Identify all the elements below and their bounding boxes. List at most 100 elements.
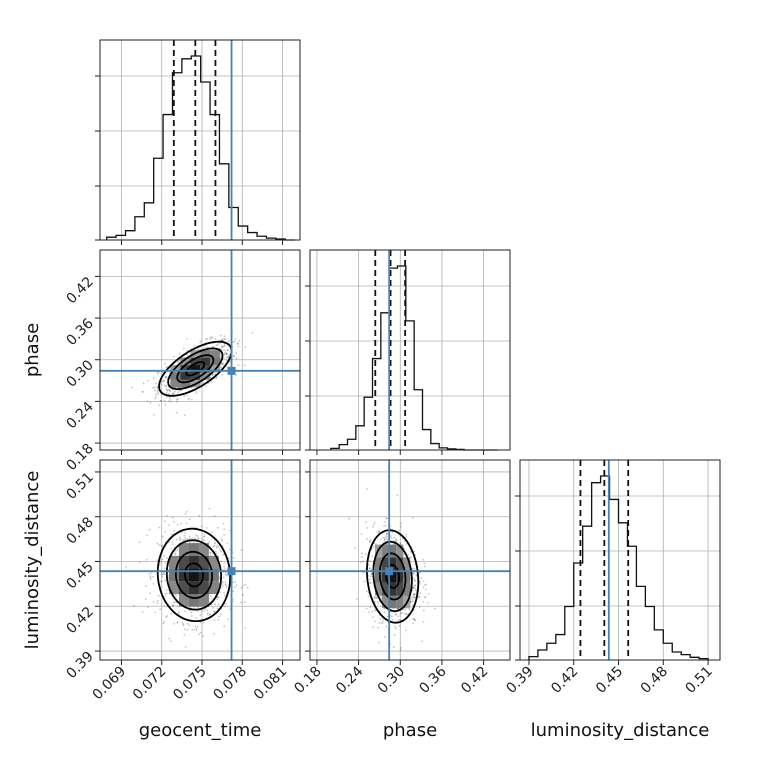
sample-point (418, 581, 421, 583)
sample-point (210, 531, 213, 534)
sample-point (186, 394, 188, 397)
sample-point (218, 342, 221, 345)
hist-bar (373, 359, 381, 450)
sample-point (157, 373, 159, 375)
sample-point (236, 342, 239, 345)
sample-point (422, 558, 425, 561)
sample-point (191, 628, 194, 631)
hist-bar (154, 158, 163, 240)
density-cell (198, 543, 209, 556)
sample-point (411, 567, 414, 570)
contour-line (378, 552, 407, 601)
sample-point (385, 532, 388, 535)
sample-point (213, 515, 216, 518)
sample-point (381, 621, 384, 623)
sample-point (224, 338, 226, 341)
sample-point (395, 540, 398, 543)
sample-point (242, 584, 245, 587)
sample-point (360, 561, 362, 564)
sample-point (164, 562, 167, 565)
density-cell (169, 568, 180, 582)
hist-bar (565, 606, 574, 660)
density-cell (179, 568, 189, 582)
sample-point (218, 615, 220, 618)
sample-point (404, 629, 407, 632)
sample-point (223, 625, 226, 628)
sample-point (197, 538, 199, 541)
density-cell (200, 350, 211, 358)
sample-point (412, 572, 415, 575)
sample-point (173, 529, 176, 532)
sample-point (224, 583, 227, 586)
hist-bar (364, 397, 372, 450)
sample-point (153, 413, 156, 416)
sample-point (366, 537, 368, 540)
density-cell (374, 557, 383, 571)
density-cell (179, 581, 189, 595)
sample-point (422, 609, 425, 612)
density-cell (188, 555, 199, 569)
sample-point (374, 597, 376, 600)
sample-point (165, 366, 168, 369)
sample-point (195, 617, 198, 620)
density-cell (180, 357, 191, 366)
sample-point (426, 601, 429, 604)
sample-point (224, 581, 227, 584)
scatter-panel-geocent_time-vs-luminosity_distance: 0.069 0.072 0.075 0.078 0.081 0.39 0.42 0.45 0.4… (63, 459, 301, 703)
sample-point (166, 389, 169, 392)
density-cell (389, 557, 397, 571)
sample-point (386, 615, 389, 618)
sample-point (216, 596, 219, 599)
sample-point (223, 353, 226, 356)
hist-bar (556, 635, 565, 660)
sample-point (159, 399, 162, 402)
sample-point (390, 537, 393, 539)
sample-point (180, 531, 183, 534)
truth-marker (227, 567, 236, 576)
sample-point (163, 573, 166, 575)
sample-point (197, 537, 200, 540)
hist-bar (356, 426, 364, 450)
sample-point (153, 389, 156, 392)
sample-point (384, 536, 387, 539)
hist-bar (663, 643, 672, 660)
sample-point (162, 571, 165, 574)
sample-point (425, 583, 428, 586)
sample-point (393, 625, 396, 628)
sample-point (379, 618, 382, 620)
sample-point (237, 364, 240, 366)
sample-point (188, 518, 191, 521)
sample-point (237, 343, 240, 345)
sample-point (179, 536, 182, 539)
sample-point (411, 595, 414, 598)
sample-point (397, 608, 399, 610)
sample-point (373, 595, 376, 598)
sample-point (158, 563, 161, 566)
sample-point (173, 355, 175, 358)
sample-point (394, 627, 397, 630)
sample-point (226, 574, 229, 577)
sample-point (160, 544, 163, 547)
density-cell (403, 570, 411, 583)
sample-point (368, 582, 371, 584)
sample-point (234, 581, 236, 583)
sample-point (141, 390, 144, 393)
sample-point (145, 584, 148, 587)
sample-point (213, 633, 215, 635)
sample-point (222, 576, 225, 579)
sample-point (166, 389, 168, 392)
sample-point (244, 627, 247, 630)
sample-point (224, 572, 227, 575)
sample-point (369, 575, 372, 578)
density-cell (180, 372, 191, 380)
sample-point (178, 612, 180, 615)
sample-point (210, 381, 213, 384)
sample-point (383, 635, 386, 638)
sample-point (369, 541, 371, 543)
contour-line (156, 527, 232, 622)
sample-point (220, 345, 223, 348)
sample-point (376, 531, 379, 533)
sample-point (150, 571, 153, 574)
sample-point (225, 353, 228, 356)
contour-line (184, 562, 204, 588)
